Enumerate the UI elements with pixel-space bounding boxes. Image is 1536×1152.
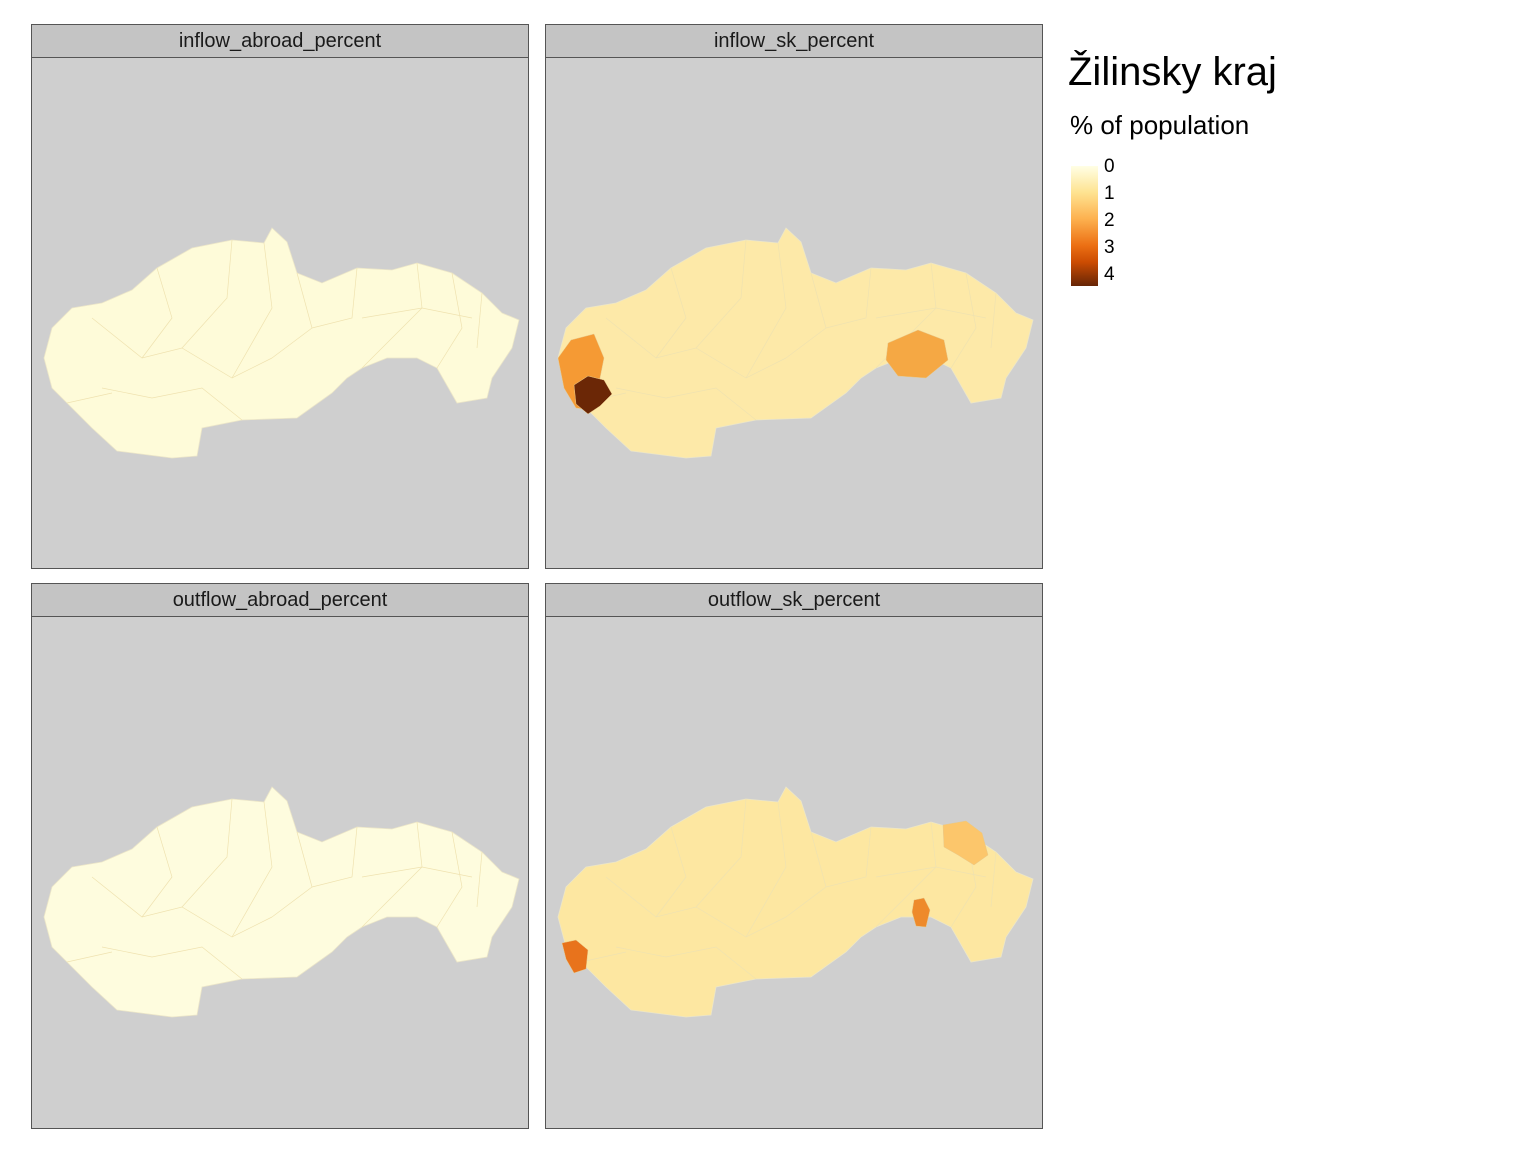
district-boundary (311, 267, 358, 329)
legend-colorbar (1071, 166, 1098, 286)
facet-strip-label: outflow_abroad_percent (32, 584, 528, 617)
district-boundary (990, 292, 997, 349)
district-boundary (181, 798, 233, 908)
country-outline (43, 786, 520, 1018)
district-boundary (695, 239, 747, 349)
map-outflow-abroad (43, 786, 520, 1018)
district-boundary (66, 392, 113, 404)
district-boundary (990, 851, 997, 908)
legend-tick-3: 3 (1104, 237, 1115, 258)
district-west-spot (561, 939, 589, 974)
facet-strip-label: inflow_sk_percent (546, 25, 1042, 58)
district-boundary (476, 851, 483, 908)
map-outflow-sk (557, 786, 1034, 1018)
district-boundary (950, 272, 977, 369)
district-boundary (361, 866, 473, 878)
district-boundary (311, 826, 358, 888)
district-boundary (476, 292, 483, 349)
district-boundary (361, 307, 473, 319)
district-boundary (181, 239, 233, 349)
legend-tick-0: 0 (1104, 156, 1115, 177)
district-boundary (825, 826, 872, 888)
district-boundary (580, 951, 627, 963)
map-inflow-sk (557, 227, 1034, 459)
district-boundary (141, 267, 173, 359)
country-outline (43, 227, 520, 459)
district-boundary (436, 272, 463, 369)
district-east-spot (885, 329, 949, 379)
country-outline (557, 786, 1034, 1018)
legend-tick-4: 4 (1104, 264, 1115, 285)
district-boundary (745, 242, 787, 379)
legend-tick-2: 2 (1104, 210, 1115, 231)
district-boundary (101, 946, 243, 980)
facet-panel-inflow-abroad: inflow_abroad_percent (31, 24, 529, 569)
country-outline (557, 227, 1034, 459)
district-boundary (825, 267, 872, 329)
legend-tick-1: 1 (1104, 183, 1115, 204)
district-west-peak (573, 375, 613, 415)
district-boundary (655, 267, 687, 359)
legend-subtitle: % of population (1070, 110, 1250, 140)
district-boundary (745, 801, 787, 938)
district-boundary (231, 801, 273, 938)
district-boundary (695, 798, 747, 908)
district-boundary (436, 831, 463, 928)
district-boundary (615, 387, 757, 421)
map-inflow-abroad (43, 227, 520, 459)
facet-panel-outflow-sk: outflow_sk_percent (545, 583, 1043, 1129)
district-boundary (141, 826, 173, 918)
facet-panel-outflow-abroad: outflow_abroad_percent (31, 583, 529, 1129)
district-boundary (66, 951, 113, 963)
district-boundary (875, 866, 987, 878)
district-northeast-spot (942, 820, 989, 866)
district-boundary (101, 387, 243, 421)
district-boundary (875, 307, 987, 319)
district-east-spot (911, 897, 931, 928)
legend-title: Žilinsky kraj (1068, 50, 1277, 94)
facet-panel-inflow-sk: inflow_sk_percent (545, 24, 1043, 569)
facet-strip-label: outflow_sk_percent (546, 584, 1042, 617)
facet-strip-label: inflow_abroad_percent (32, 25, 528, 58)
district-boundary (231, 242, 273, 379)
district-boundary (615, 946, 757, 980)
district-boundary (655, 826, 687, 918)
